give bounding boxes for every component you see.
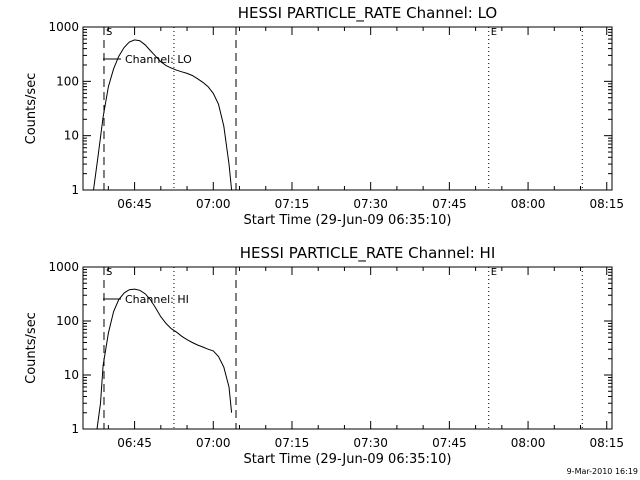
y-tick-label: 100 (56, 74, 79, 88)
panel-hi-channel: HESSI PARTICLE_RATE Channel: HI Counts/se… (24, 244, 624, 467)
x-tick-label: 07:15 (275, 436, 310, 450)
start-marker-label: S (106, 267, 112, 278)
x-axis-label: Start Time (29-Jun-09 06:35:10) (244, 452, 452, 467)
end-marker-label: E (491, 27, 497, 38)
x-tick-label: 07:00 (196, 436, 231, 450)
x-tick-label: 07:30 (353, 436, 388, 450)
y-tick-label: 1 (71, 183, 79, 197)
y-axis-label: Counts/sec (24, 73, 39, 145)
x-tick-label: 08:00 (511, 436, 546, 450)
x-tick-label: 07:45 (432, 197, 467, 211)
x-tick-label: 08:15 (589, 197, 624, 211)
y-tick-label: 1000 (48, 260, 79, 274)
x-tick-label: 08:00 (511, 197, 546, 211)
x-tick-label: 07:30 (353, 197, 388, 211)
x-tick-label: 07:00 (196, 197, 231, 211)
legend-label: Channel: LO (125, 53, 192, 66)
chart-title: HESSI PARTICLE_RATE Channel: LO (238, 4, 497, 23)
panel-lo-channel: HESSI PARTICLE_RATE Channel: LO Counts/se… (24, 4, 624, 228)
x-axis-label: Start Time (29-Jun-09 06:35:10) (244, 213, 452, 228)
x-tick-label: 07:45 (432, 436, 467, 450)
plot-frame (82, 26, 613, 191)
series-line (96, 288, 233, 430)
y-tick-label: 1000 (48, 20, 79, 34)
end-marker-label: E (491, 267, 497, 278)
x-tick-label: 06:45 (117, 197, 152, 211)
y-tick-label: 10 (64, 129, 79, 143)
x-tick-label: 06:45 (117, 436, 152, 450)
series-line (93, 39, 233, 191)
plot-timestamp: 9-Mar-2010 16:19 (567, 467, 638, 476)
y-tick-label: 1 (71, 422, 79, 436)
start-marker-label: S (106, 27, 112, 38)
y-tick-label: 100 (56, 314, 79, 328)
plot-frame (82, 266, 613, 430)
x-tick-label: 07:15 (275, 197, 310, 211)
y-tick-label: 10 (64, 368, 79, 382)
chart-title: HESSI PARTICLE_RATE Channel: HI (240, 244, 496, 263)
y-axis-label: Counts/sec (24, 312, 39, 384)
x-tick-label: 08:15 (589, 436, 624, 450)
legend-label: Channel: HI (125, 293, 189, 306)
